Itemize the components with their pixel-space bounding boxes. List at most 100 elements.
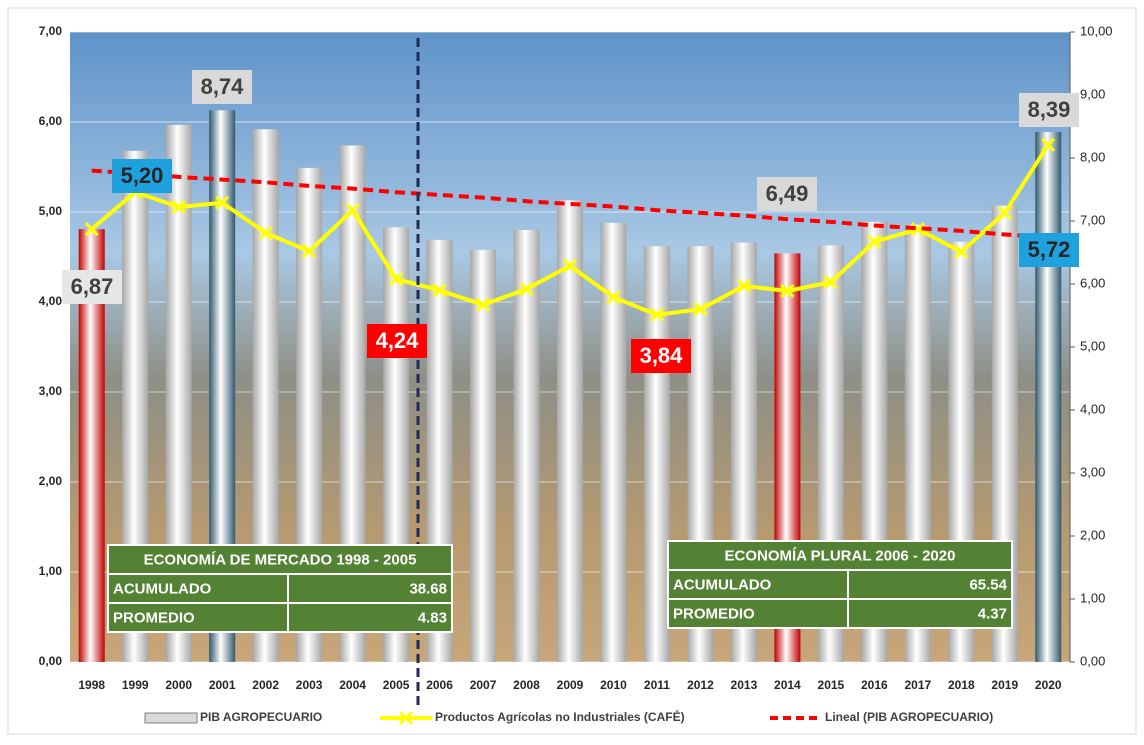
bar xyxy=(1035,131,1062,662)
y2-tick-label: 0,00 xyxy=(1080,653,1105,668)
x-tick-label: 2004 xyxy=(339,678,366,692)
bar xyxy=(470,249,497,663)
x-tick-label: 2007 xyxy=(470,678,497,692)
y2-tick-label: 4,00 xyxy=(1080,401,1105,416)
x-tick-label: 2015 xyxy=(818,678,845,692)
annotation: 6,49 xyxy=(766,181,809,206)
x-tick-label: 2006 xyxy=(426,678,453,692)
annotation: 4,24 xyxy=(376,328,420,353)
line-marker xyxy=(910,222,925,237)
bar xyxy=(557,200,583,663)
line-marker xyxy=(389,271,404,287)
y-tick-label: 7,00 xyxy=(39,24,63,38)
y2-tick-label: 3,00 xyxy=(1080,464,1105,479)
x-tick-label: 2017 xyxy=(904,678,931,692)
x-tick-label: 2002 xyxy=(252,678,279,692)
line-marker xyxy=(649,307,665,322)
line-marker xyxy=(215,195,230,210)
x-tick-label: 2016 xyxy=(861,678,888,692)
bar xyxy=(513,230,540,662)
annotation-box xyxy=(1019,93,1079,127)
x-tick-label: 2018 xyxy=(948,678,975,692)
legend-label: PIB AGROPECUARIO xyxy=(200,710,322,724)
line-marker xyxy=(693,302,708,317)
y-tick-label: 6,00 xyxy=(39,114,63,128)
line-marker xyxy=(432,283,447,298)
table-value: 38.68 xyxy=(409,580,447,597)
x-tick-label: 2009 xyxy=(557,678,584,692)
annotation: 5,72 xyxy=(1028,237,1071,262)
bar xyxy=(643,246,670,662)
legend-swatch xyxy=(144,712,198,724)
annotation-box xyxy=(757,177,817,211)
table-title: ECONOMÍA PLURAL 2006 - 2020 xyxy=(725,547,956,564)
y-tick-label: 5,00 xyxy=(39,204,63,218)
line-marker xyxy=(519,281,534,297)
x-tick-label: 1998 xyxy=(78,678,105,692)
x-tick-label: 2005 xyxy=(383,678,410,692)
x-tick-label: 2019 xyxy=(991,678,1018,692)
annotation-box xyxy=(62,270,122,304)
annotation-box xyxy=(631,339,691,373)
y2-tick-label: 10,00 xyxy=(1080,23,1113,38)
annotation-box xyxy=(367,324,427,358)
y2-tick-label: 9,00 xyxy=(1080,86,1105,101)
table-cell xyxy=(287,602,453,633)
line-marker xyxy=(736,278,751,293)
y-tick-label: 0,00 xyxy=(39,654,63,668)
table-label: ACUMULADO xyxy=(673,576,772,593)
annotation-box xyxy=(112,159,172,193)
line-marker xyxy=(606,290,621,305)
line-marker xyxy=(258,225,273,241)
x-tick-label: 2000 xyxy=(165,678,192,692)
y2-tick-label: 5,00 xyxy=(1080,338,1105,353)
line-marker xyxy=(84,222,99,237)
table-label: PROMEDIO xyxy=(673,605,755,622)
table-value: 4.83 xyxy=(418,609,447,626)
annotation: 3,84 xyxy=(640,343,684,368)
y-tick-label: 2,00 xyxy=(39,474,63,488)
x-tick-label: 1999 xyxy=(122,678,149,692)
table-cell xyxy=(107,544,453,575)
line-marker xyxy=(345,203,360,218)
x-tick-label: 2020 xyxy=(1035,678,1062,692)
x-tick-label: 2001 xyxy=(209,678,236,692)
table-cell xyxy=(107,602,289,633)
legend-label: Lineal (PIB AGROPECUARIO) xyxy=(825,710,993,724)
x-tick-label: 2003 xyxy=(296,678,323,692)
x-tick-label: 2011 xyxy=(644,678,670,692)
table-value: 4.37 xyxy=(978,605,1007,622)
y2-tick-label: 1,00 xyxy=(1080,590,1105,605)
table-cell xyxy=(847,598,1013,629)
line-marker xyxy=(475,297,491,312)
y-tick-label: 4,00 xyxy=(39,294,63,308)
line-marker xyxy=(780,283,795,298)
annotation-box xyxy=(192,70,252,104)
y2-tick-label: 8,00 xyxy=(1080,149,1105,164)
line-marker xyxy=(302,244,317,259)
line-marker xyxy=(867,234,882,249)
x-tick-label: 2014 xyxy=(774,678,801,692)
legend-marker xyxy=(398,710,414,726)
annotation: 8,74 xyxy=(201,74,245,99)
line-marker xyxy=(823,275,838,290)
line-marker xyxy=(997,205,1012,220)
line-marker xyxy=(1041,137,1056,152)
y2-tick-label: 7,00 xyxy=(1080,212,1105,227)
table-value: 65.54 xyxy=(969,576,1007,593)
legend-label: Productos Agrícolas no Industriales (CAF… xyxy=(435,709,685,724)
line-marker xyxy=(171,200,186,215)
table-title: ECONOMÍA DE MERCADO 1998 - 2005 xyxy=(144,551,417,568)
y-tick-label: 3,00 xyxy=(39,384,63,398)
table-cell xyxy=(667,598,849,629)
annotation-box xyxy=(1019,233,1079,267)
line-marker xyxy=(954,244,969,259)
table-label: PROMEDIO xyxy=(113,609,195,626)
y-tick-label: 1,00 xyxy=(39,564,63,578)
y2-tick-label: 2,00 xyxy=(1080,527,1105,542)
table-cell xyxy=(667,540,1013,571)
x-tick-label: 2008 xyxy=(513,678,540,692)
annotation: 5,20 xyxy=(121,163,164,188)
x-tick-label: 2010 xyxy=(600,678,627,692)
